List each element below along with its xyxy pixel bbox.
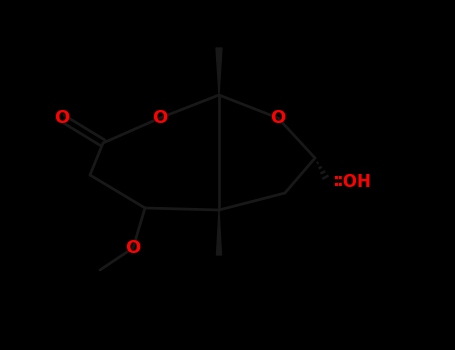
Text: O: O (270, 109, 286, 127)
Polygon shape (216, 48, 222, 95)
Text: O: O (126, 239, 141, 257)
Polygon shape (217, 210, 222, 255)
Text: ∶∶OH: ∶∶OH (333, 173, 371, 191)
Text: O: O (152, 109, 167, 127)
Text: O: O (55, 109, 70, 127)
